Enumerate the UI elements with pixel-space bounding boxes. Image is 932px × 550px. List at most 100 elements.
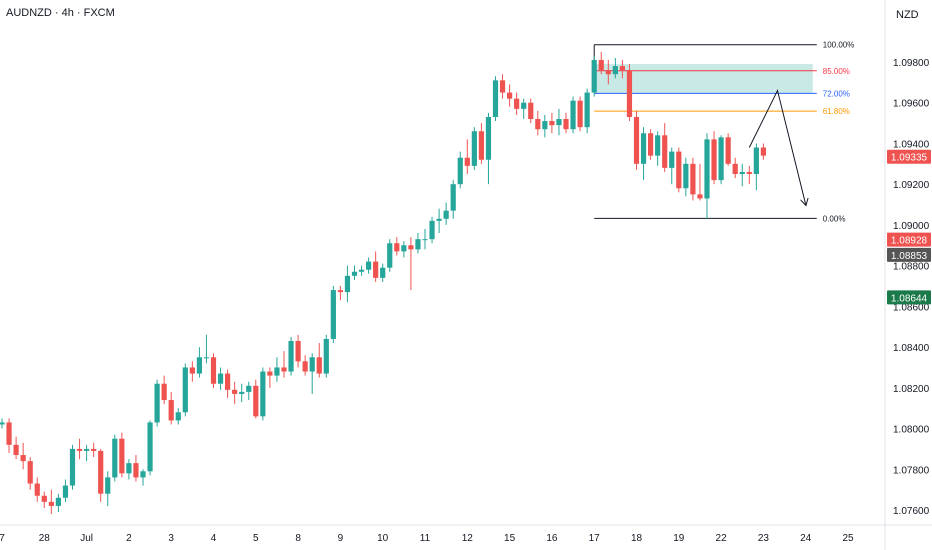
candle-body bbox=[422, 239, 428, 241]
candle-body bbox=[669, 151, 675, 168]
candle-body bbox=[718, 137, 724, 181]
x-tick-label: 11 bbox=[420, 533, 431, 544]
candle-body bbox=[380, 267, 386, 278]
fib-level-label: 100.00% bbox=[823, 41, 855, 50]
candle-body bbox=[55, 497, 61, 506]
x-tick-label: 15 bbox=[504, 533, 516, 544]
x-tick-label: 22 bbox=[716, 533, 728, 544]
candle-body bbox=[48, 501, 54, 506]
candle-body bbox=[563, 119, 569, 130]
x-tick-label: 5 bbox=[253, 533, 259, 544]
candle-body bbox=[182, 367, 188, 413]
projection-arrow bbox=[748, 89, 805, 205]
price-label-text: 1.08644 bbox=[891, 293, 928, 304]
candle-body bbox=[683, 163, 689, 189]
candle-body bbox=[295, 340, 301, 362]
candle-body bbox=[189, 367, 195, 374]
candle-body bbox=[246, 385, 252, 392]
candle-body bbox=[27, 461, 33, 484]
candle-body bbox=[147, 422, 153, 472]
candle-body bbox=[387, 243, 393, 268]
candle-body bbox=[640, 133, 647, 164]
candle-body bbox=[112, 438, 118, 478]
candle-body bbox=[41, 495, 47, 502]
candle-body bbox=[217, 373, 224, 384]
candle-body bbox=[6, 422, 12, 445]
candle-body bbox=[267, 371, 273, 376]
candle-body bbox=[598, 59, 604, 71]
candle-body bbox=[619, 66, 625, 71]
candle-body bbox=[471, 131, 477, 166]
candle-body bbox=[203, 357, 210, 359]
candle-body bbox=[739, 171, 745, 174]
candle-body bbox=[528, 102, 534, 120]
candle-body bbox=[34, 483, 40, 496]
price-label-text: 1.09335 bbox=[891, 153, 928, 164]
candle-body bbox=[337, 290, 343, 293]
candle-body bbox=[760, 147, 766, 156]
candle-body bbox=[577, 100, 583, 128]
candle-body bbox=[309, 357, 315, 372]
candle-body bbox=[542, 121, 548, 130]
candle-body bbox=[323, 338, 329, 374]
candle-body bbox=[485, 116, 492, 160]
price-label-box bbox=[887, 290, 931, 305]
x-tick-label: 25 bbox=[842, 533, 854, 544]
x-tick-label: 18 bbox=[631, 533, 643, 544]
x-tick-label: 16 bbox=[546, 533, 558, 544]
x-tick-label: 28 bbox=[39, 533, 51, 544]
x-tick-label: Jul bbox=[80, 533, 93, 544]
candle-body bbox=[161, 383, 167, 401]
candle-body bbox=[655, 135, 661, 156]
y-tick-label: 1.09800 bbox=[893, 58, 930, 69]
candle-body bbox=[302, 361, 308, 372]
candle-body bbox=[260, 371, 266, 417]
x-tick-label: 10 bbox=[377, 533, 389, 544]
candle-body bbox=[514, 98, 520, 109]
candle-body bbox=[140, 471, 146, 478]
candle-body bbox=[91, 448, 97, 451]
candle-body bbox=[605, 70, 611, 75]
price-label-box bbox=[887, 232, 931, 247]
candle-body bbox=[288, 340, 294, 372]
candle-body bbox=[69, 448, 76, 486]
price-label-text: 1.08928 bbox=[891, 236, 928, 247]
candle-body bbox=[13, 444, 19, 456]
candle-body bbox=[429, 220, 435, 240]
fib-level-label: 61.80% bbox=[823, 107, 850, 116]
price-label-box bbox=[887, 247, 931, 262]
candle-body bbox=[366, 261, 372, 270]
candle-body bbox=[570, 100, 576, 130]
candle-body bbox=[394, 243, 400, 252]
candle-body bbox=[232, 389, 238, 394]
candle-body bbox=[76, 448, 83, 451]
y-tick-label: 1.07800 bbox=[893, 465, 930, 476]
candle-body bbox=[281, 367, 287, 372]
candle-body bbox=[676, 151, 682, 189]
candle-body bbox=[499, 80, 506, 93]
y-tick-label: 1.08400 bbox=[893, 343, 930, 354]
x-tick-label: 7 bbox=[0, 533, 5, 544]
candle-body bbox=[168, 400, 174, 421]
x-tick-label: 8 bbox=[295, 533, 301, 544]
candle-body bbox=[0, 422, 5, 425]
candle-body bbox=[253, 385, 259, 417]
candle-body bbox=[648, 133, 654, 156]
x-tick-label: 19 bbox=[673, 533, 685, 544]
candle-body bbox=[626, 70, 633, 117]
currency-label[interactable]: NZD bbox=[896, 9, 919, 21]
candle-body bbox=[98, 450, 104, 494]
candle-body bbox=[239, 391, 245, 394]
candle-body bbox=[492, 80, 499, 117]
candle-body bbox=[62, 485, 69, 498]
candle-body bbox=[753, 147, 759, 174]
symbol-title: AUDNZD · 4h · FXCM bbox=[6, 7, 115, 19]
candle-body bbox=[725, 137, 731, 164]
candle-body bbox=[732, 163, 738, 174]
candle-body bbox=[373, 261, 379, 278]
candle-body bbox=[507, 92, 513, 99]
fib-level-label: 0.00% bbox=[823, 214, 846, 223]
candle-body bbox=[711, 139, 717, 181]
y-tick-label: 1.07600 bbox=[893, 506, 930, 517]
